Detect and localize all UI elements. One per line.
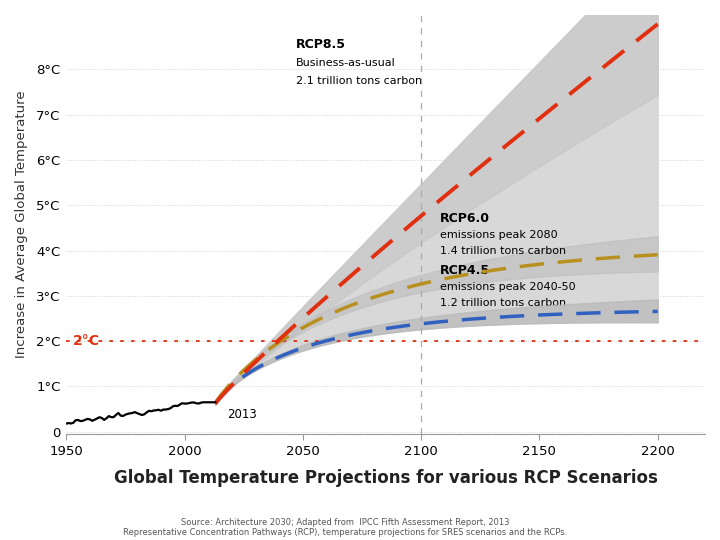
Text: 1.4 trillion tons carbon: 1.4 trillion tons carbon [440,246,566,256]
Text: emissions peak 2040-50: emissions peak 2040-50 [440,282,576,292]
Text: Business-as-usual: Business-as-usual [296,58,395,68]
Text: 2.1 trillion tons carbon: 2.1 trillion tons carbon [296,76,422,86]
Text: 2013: 2013 [227,408,257,421]
Text: RCP4.5: RCP4.5 [440,264,490,277]
Y-axis label: Increase in Average Global Temperature: Increase in Average Global Temperature [15,91,28,359]
Text: 2°C: 2°C [73,334,100,348]
Text: emissions peak 2080: emissions peak 2080 [440,230,558,240]
Text: RCP8.5: RCP8.5 [296,38,346,51]
Text: Source: Architecture 2030; Adapted from  IPCC Fifth Assessment Report, 2013
Repr: Source: Architecture 2030; Adapted from … [123,518,568,537]
Text: RCP6.0: RCP6.0 [440,212,490,225]
Text: 1.2 trillion tons carbon: 1.2 trillion tons carbon [440,298,566,308]
X-axis label: Global Temperature Projections for various RCP Scenarios: Global Temperature Projections for vario… [114,469,657,487]
